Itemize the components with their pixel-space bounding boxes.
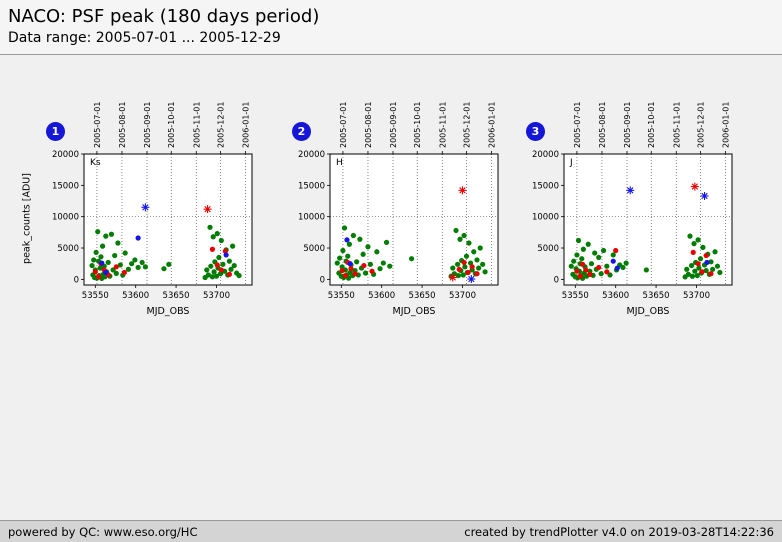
- svg-text:53600: 53600: [122, 291, 149, 301]
- svg-text:2005-12-01: 2005-12-01: [463, 102, 472, 149]
- svg-text:53650: 53650: [163, 291, 190, 301]
- svg-text:2006-01-01: 2006-01-01: [488, 102, 497, 149]
- svg-text:15000: 15000: [298, 181, 325, 191]
- panel-badge-2: 2: [292, 122, 311, 141]
- svg-text:53550: 53550: [328, 291, 355, 301]
- svg-text:53550: 53550: [82, 291, 109, 301]
- svg-text:53600: 53600: [602, 291, 629, 301]
- svg-text:53650: 53650: [643, 291, 670, 301]
- svg-text:2006-01-01: 2006-01-01: [722, 102, 731, 149]
- svg-text:2005-09-01: 2005-09-01: [623, 102, 632, 149]
- svg-text:2005-09-01: 2005-09-01: [389, 102, 398, 149]
- svg-text:2005-12-01: 2005-12-01: [217, 102, 226, 149]
- y-axis-label: peak_counts [ADU]: [21, 173, 33, 264]
- svg-text:2005-08-01: 2005-08-01: [364, 102, 373, 149]
- svg-text:J: J: [569, 158, 573, 168]
- page-header: NACO: PSF peak (180 days period) Data ra…: [0, 0, 782, 55]
- svg-text:5000: 5000: [537, 244, 559, 254]
- svg-text:2005-07-01: 2005-07-01: [573, 102, 582, 149]
- svg-text:2005-12-01: 2005-12-01: [697, 102, 706, 149]
- scatter-plot-h: 2005-07-01 2005-08-01 2005-09-01 2005-10-01…: [298, 102, 499, 317]
- footer-powered-by: powered by QC: www.eso.org/HC: [8, 524, 198, 539]
- svg-text:H: H: [336, 158, 343, 168]
- svg-text:15000: 15000: [532, 181, 559, 191]
- svg-text:10000: 10000: [532, 213, 559, 223]
- page-title: NACO: PSF peak (180 days period): [8, 6, 320, 27]
- svg-text:Ks: Ks: [90, 158, 101, 168]
- svg-text:2005-11-01: 2005-11-01: [192, 102, 201, 149]
- svg-text:MJD_OBS: MJD_OBS: [393, 306, 436, 317]
- svg-text:2005-07-01: 2005-07-01: [93, 102, 102, 149]
- svg-text:20000: 20000: [532, 150, 559, 160]
- svg-text:10000: 10000: [52, 213, 79, 223]
- svg-text:0: 0: [320, 275, 325, 285]
- svg-text:2006-01-01: 2006-01-01: [242, 102, 251, 149]
- svg-text:53700: 53700: [449, 291, 476, 301]
- svg-text:2005-08-01: 2005-08-01: [118, 102, 127, 149]
- svg-text:53700: 53700: [683, 291, 710, 301]
- svg-text:2005-08-01: 2005-08-01: [598, 102, 607, 149]
- svg-text:20000: 20000: [298, 150, 325, 160]
- svg-text:2005-10-01: 2005-10-01: [413, 102, 422, 149]
- svg-text:2005-11-01: 2005-11-01: [672, 102, 681, 149]
- svg-text:5000: 5000: [303, 244, 325, 254]
- svg-text:2005-10-01: 2005-10-01: [167, 102, 176, 149]
- svg-text:2005-10-01: 2005-10-01: [647, 102, 656, 149]
- svg-text:0: 0: [554, 275, 559, 285]
- charts-row: peak_counts [ADU] 1 2005-07-01 2005-08-01…: [0, 88, 782, 321]
- svg-text:MJD_OBS: MJD_OBS: [627, 306, 670, 317]
- footer-bar: powered by QC: www.eso.org/HC created by…: [0, 520, 782, 542]
- footer-created-by: created by trendPlotter v4.0 on 2019-03-…: [464, 524, 774, 539]
- svg-text:5000: 5000: [57, 244, 79, 254]
- svg-text:0: 0: [74, 275, 79, 285]
- panel-j: 3 2005-07-01 2005-08-01 2005-09-01 2005-10-…: [518, 88, 738, 321]
- svg-text:53600: 53600: [368, 291, 395, 301]
- svg-text:MJD_OBS: MJD_OBS: [147, 306, 190, 317]
- svg-text:53650: 53650: [409, 291, 436, 301]
- svg-text:53550: 53550: [562, 291, 589, 301]
- scatter-plot-j: 2005-07-01 2005-08-01 2005-09-01 2005-10-01…: [532, 102, 733, 317]
- svg-text:10000: 10000: [298, 213, 325, 223]
- date-range-subtitle: Data range: 2005-07-01 ... 2005-12-29: [8, 30, 281, 46]
- panel-h: 2 2005-07-01 2005-08-01 2005-09-01 2005-10-…: [284, 88, 504, 321]
- svg-text:2005-11-01: 2005-11-01: [438, 102, 447, 149]
- panel-badge-1: 1: [46, 122, 65, 141]
- svg-text:20000: 20000: [52, 150, 79, 160]
- svg-text:2005-07-01: 2005-07-01: [339, 102, 348, 149]
- svg-text:2005-09-01: 2005-09-01: [143, 102, 152, 149]
- panel-badge-3: 3: [526, 122, 545, 141]
- panel-ks: peak_counts [ADU] 1 2005-07-01 2005-08-01…: [22, 88, 258, 321]
- svg-text:15000: 15000: [52, 181, 79, 191]
- svg-text:53700: 53700: [203, 291, 230, 301]
- scatter-plot-ks: 2005-07-01 2005-08-01 2005-09-01 2005-10-01…: [52, 102, 253, 317]
